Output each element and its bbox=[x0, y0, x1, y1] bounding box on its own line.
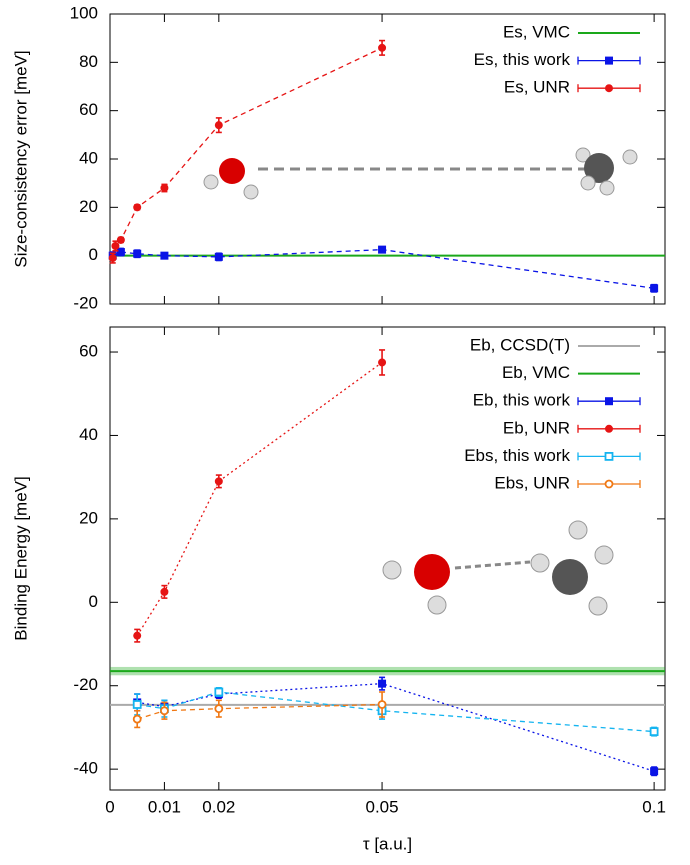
legend-label: Es, this work bbox=[474, 50, 571, 69]
series-line bbox=[112, 47, 383, 259]
marker bbox=[214, 477, 223, 486]
molecule-top bbox=[203, 147, 638, 200]
molecule-bottom bbox=[382, 520, 614, 616]
marker bbox=[116, 235, 125, 244]
marker bbox=[650, 284, 659, 293]
marker bbox=[116, 248, 125, 257]
y-tick-label: 20 bbox=[79, 508, 98, 527]
marker bbox=[378, 358, 387, 367]
y-tick-label: 80 bbox=[79, 52, 98, 71]
marker bbox=[160, 184, 169, 192]
y-tick-label: -40 bbox=[73, 759, 98, 778]
legend-label: Es, VMC bbox=[503, 22, 570, 41]
marker bbox=[132, 700, 142, 709]
x-tick-label: 0.05 bbox=[366, 797, 399, 816]
x-tick-label: 0.01 bbox=[148, 797, 181, 816]
y-tick-label: 40 bbox=[79, 148, 98, 167]
x-tick-label: 0.02 bbox=[202, 797, 235, 816]
y-tick-label: -20 bbox=[73, 293, 98, 312]
y-tick-label: 20 bbox=[79, 197, 98, 216]
legend-label: Ebs, this work bbox=[464, 446, 570, 465]
series-line bbox=[137, 703, 383, 720]
marker bbox=[133, 203, 142, 212]
y-tick-label: 60 bbox=[79, 342, 98, 361]
legend-marker bbox=[605, 56, 613, 65]
marker bbox=[649, 727, 659, 737]
series-line bbox=[136, 361, 383, 637]
y-tick-label: -20 bbox=[73, 675, 98, 694]
y-tick-label: 0 bbox=[89, 592, 98, 611]
x-tick-label: 0.1 bbox=[642, 797, 666, 816]
x-tick-label: 0 bbox=[105, 797, 114, 816]
marker bbox=[214, 121, 223, 130]
marker bbox=[378, 679, 387, 688]
marker bbox=[133, 631, 142, 640]
series-line bbox=[137, 691, 655, 733]
y-tick-label: 60 bbox=[79, 100, 98, 119]
marker bbox=[108, 254, 117, 263]
marker bbox=[132, 714, 142, 724]
legend-label: Eb, this work bbox=[473, 391, 571, 410]
y-tick-label: 100 bbox=[70, 3, 98, 22]
x-axis-label: τ [a.u.] bbox=[363, 834, 412, 853]
marker bbox=[111, 242, 120, 250]
marker bbox=[214, 704, 224, 714]
marker bbox=[160, 251, 169, 260]
y-tick-label: 40 bbox=[79, 425, 98, 444]
y-axis-label: Size-consistency error [meV] bbox=[11, 50, 30, 267]
marker bbox=[160, 587, 169, 596]
marker bbox=[133, 249, 142, 258]
legend-label: Eb, VMC bbox=[502, 363, 570, 382]
marker bbox=[214, 252, 223, 261]
legend-label: Eb, UNR bbox=[503, 418, 570, 437]
marker bbox=[378, 245, 387, 254]
legend-marker bbox=[605, 424, 613, 433]
y-tick-label: 0 bbox=[89, 245, 98, 264]
y-axis-label: Binding Energy [meV] bbox=[11, 476, 30, 640]
legend-marker bbox=[604, 451, 614, 461]
marker bbox=[377, 700, 387, 709]
legend-label: Eb, CCSD(T) bbox=[470, 335, 570, 354]
marker bbox=[160, 706, 169, 716]
legend-label: Es, UNR bbox=[504, 78, 570, 97]
marker bbox=[214, 687, 224, 697]
legend-marker bbox=[605, 84, 613, 93]
legend-marker bbox=[605, 397, 613, 406]
legend-marker bbox=[604, 479, 614, 489]
plot-frame bbox=[109, 326, 666, 791]
series-line bbox=[137, 682, 655, 772]
marker bbox=[650, 767, 659, 776]
legend-label: Ebs, UNR bbox=[494, 473, 570, 492]
marker bbox=[378, 43, 387, 52]
